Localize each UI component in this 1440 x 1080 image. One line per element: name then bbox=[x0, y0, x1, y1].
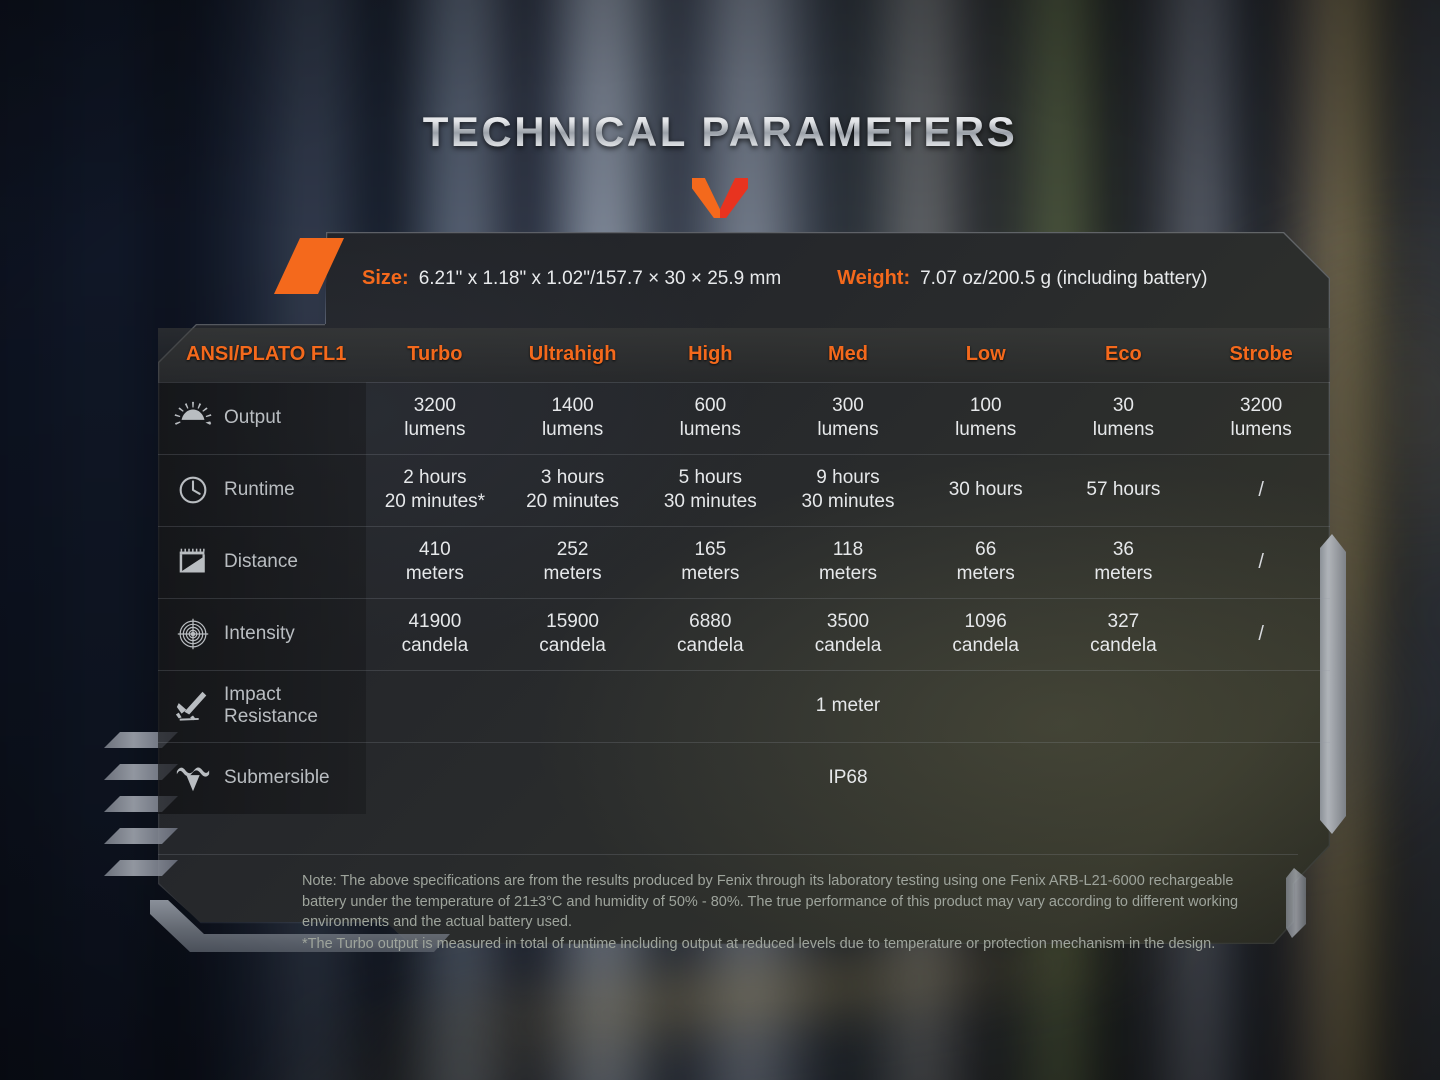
row-label-text: Distance bbox=[224, 550, 298, 572]
row-label-text: Impact Resistance bbox=[224, 683, 318, 727]
sunburst-icon bbox=[174, 401, 212, 425]
cell-submersible-value: IP68 bbox=[366, 741, 1330, 814]
row-label-distance: Distance bbox=[158, 525, 367, 598]
weight-group: Weight: 7.07 oz/200.5 g (including batte… bbox=[837, 267, 1207, 290]
cell-output-eco: 30 lumens bbox=[1054, 381, 1193, 454]
title-section: TECHNICAL PARAMETERS bbox=[0, 108, 1440, 218]
cell-intensity-turbo: 41900 candela bbox=[366, 597, 504, 670]
cell-distance-med: 118 meters bbox=[779, 525, 917, 598]
cell-distance-eco: 36 meters bbox=[1054, 525, 1193, 598]
chevron-down-icon bbox=[692, 178, 748, 218]
clock-icon bbox=[179, 476, 207, 504]
cell-output-high: 600 lumens bbox=[641, 381, 780, 454]
column-header-high: High bbox=[688, 343, 733, 366]
table-body: Output 3200 lumens 1400 lumens 600 lumens 3… bbox=[158, 381, 1330, 814]
cell-intensity-eco: 327 candela bbox=[1054, 597, 1193, 670]
impact-drop-icon bbox=[175, 691, 207, 721]
cell-intensity-med: 3500 candela bbox=[779, 597, 917, 670]
table-row: Submersible IP68 bbox=[158, 741, 1330, 814]
table-row: Distance 410 meters 252 meters 165 meters 1… bbox=[158, 525, 1330, 598]
beam-distance-icon bbox=[179, 548, 205, 573]
cell-output-strobe: 3200 lumens bbox=[1192, 381, 1330, 454]
weight-label: Weight: bbox=[837, 266, 911, 289]
row-label-intensity: Intensity bbox=[158, 597, 367, 670]
table-row: Impact Resistance 1 meter bbox=[158, 669, 1330, 742]
column-header-eco: Eco bbox=[1105, 343, 1142, 366]
table-row: Output 3200 lumens 1400 lumens 600 lumens 3… bbox=[158, 381, 1330, 454]
cell-intensity-low: 1096 candela bbox=[916, 597, 1055, 670]
submersible-icon bbox=[176, 767, 210, 792]
cell-runtime-eco: 57 hours bbox=[1054, 453, 1193, 526]
footnote-line-2: *The Turbo output is measured in total o… bbox=[302, 935, 1216, 952]
chevron-right-half bbox=[720, 178, 748, 218]
stripe bbox=[104, 828, 178, 844]
row-label-submersible: Submersible bbox=[158, 741, 367, 814]
cell-runtime-high: 5 hours 30 minutes bbox=[641, 453, 780, 526]
right-accent-bar-small bbox=[1286, 868, 1306, 938]
cell-output-turbo: 3200 lumens bbox=[366, 381, 504, 454]
size-value: 6.21" x 1.18" x 1.02"/157.7 × 30 × 25.9 … bbox=[418, 267, 782, 289]
cell-distance-low: 66 meters bbox=[916, 525, 1055, 598]
row-label-impact-resistance: Impact Resistance bbox=[158, 669, 367, 742]
chevron-left-half bbox=[692, 178, 720, 218]
cell-runtime-ultrahigh: 3 hours 20 minutes bbox=[503, 453, 642, 526]
table-row: Runtime 2 hours 20 minutes* 3 hours 20 min… bbox=[158, 453, 1330, 526]
table-header: ANSI/PLATO FL1 Turbo Ultrahigh High Med … bbox=[158, 328, 1330, 382]
row-label-text: Submersible bbox=[224, 767, 330, 789]
cell-distance-turbo: 410 meters bbox=[366, 525, 504, 598]
footnote-section: Note: The above specifications are from … bbox=[158, 854, 1298, 954]
row-label-text: Intensity bbox=[224, 622, 295, 644]
row-label-text: Output bbox=[224, 406, 282, 428]
parameters-table: ANSI/PLATO FL1 Turbo Ultrahigh High Med … bbox=[158, 328, 1330, 814]
size-label: Size: bbox=[362, 266, 409, 289]
parameters-table-wrap: ANSI/PLATO FL1 Turbo Ultrahigh High Med … bbox=[158, 328, 1330, 850]
spec-panel: Size: 6.21" x 1.18" x 1.02"/157.7 × 30 ×… bbox=[104, 232, 1346, 954]
stripe bbox=[104, 860, 178, 876]
row-label-text: Runtime bbox=[224, 478, 295, 500]
cell-runtime-strobe: / bbox=[1192, 453, 1330, 526]
cell-intensity-ultrahigh: 15900 candela bbox=[503, 597, 642, 670]
footnote-line-1: Note: The above specifications are from … bbox=[302, 873, 1239, 931]
cell-impact-resistance-value: 1 meter bbox=[366, 669, 1330, 742]
size-weight-bar: Size: 6.21" x 1.18" x 1.02"/157.7 × 30 ×… bbox=[326, 232, 1330, 324]
column-header-ansi: ANSI/PLATO FL1 bbox=[186, 343, 347, 366]
size-group: Size: 6.21" x 1.18" x 1.02"/157.7 × 30 ×… bbox=[362, 267, 781, 290]
cell-distance-ultrahigh: 252 meters bbox=[503, 525, 642, 598]
cell-distance-high: 165 meters bbox=[641, 525, 780, 598]
cell-intensity-strobe: / bbox=[1192, 597, 1330, 670]
cell-output-low: 100 lumens bbox=[916, 381, 1055, 454]
cell-output-ultrahigh: 1400 lumens bbox=[503, 381, 642, 454]
cell-runtime-low: 30 hours bbox=[916, 453, 1055, 526]
cell-runtime-turbo: 2 hours 20 minutes* bbox=[366, 453, 504, 526]
column-header-turbo: Turbo bbox=[407, 343, 463, 366]
cell-distance-strobe: / bbox=[1192, 525, 1330, 598]
target-intensity-icon bbox=[177, 618, 209, 650]
cell-runtime-med: 9 hours 30 minutes bbox=[779, 453, 917, 526]
page-title: TECHNICAL PARAMETERS bbox=[422, 108, 1018, 155]
table-row: Intensity 41900 candela 15900 candela 6880… bbox=[158, 597, 1330, 670]
column-header-strobe: Strobe bbox=[1229, 343, 1293, 366]
column-header-low: Low bbox=[965, 343, 1006, 366]
row-label-runtime: Runtime bbox=[158, 453, 367, 526]
cell-intensity-high: 6880 candela bbox=[641, 597, 780, 670]
column-header-med: Med bbox=[827, 343, 868, 366]
weight-value: 7.07 oz/200.5 g (including battery) bbox=[920, 267, 1208, 289]
cell-output-med: 300 lumens bbox=[779, 381, 917, 454]
column-header-ultrahigh: Ultrahigh bbox=[528, 343, 617, 366]
row-label-output: Output bbox=[158, 381, 367, 454]
table-header-row: ANSI/PLATO FL1 Turbo Ultrahigh High Med … bbox=[158, 328, 1330, 382]
